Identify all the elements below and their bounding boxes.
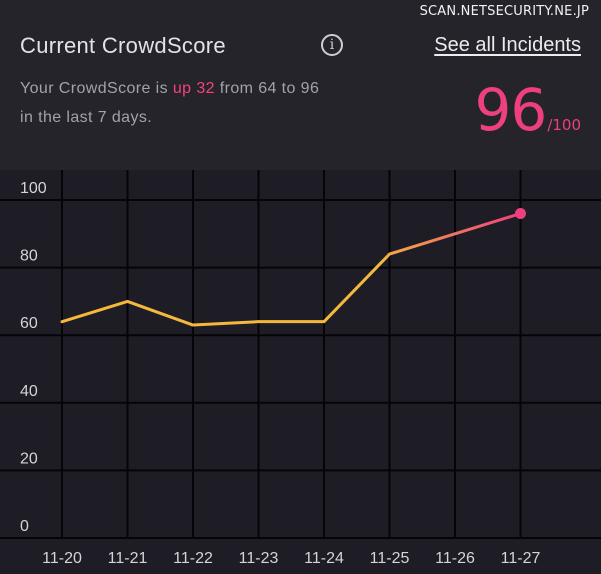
x-tick-label: 11-22: [173, 550, 213, 567]
score-max: /100: [547, 116, 581, 134]
x-tick-label: 11-20: [42, 550, 82, 567]
current-score: 96/100: [475, 78, 582, 142]
x-tick-label: 11-21: [108, 550, 148, 567]
source-watermark: SCAN.NETSECURITY.NE.JP: [419, 4, 589, 19]
score-summary: Your CrowdScore is up 32 from 64 to 96 i…: [20, 74, 390, 132]
see-all-incidents-link[interactable]: See all Incidents: [434, 34, 581, 56]
x-tick-label: 11-26: [435, 550, 475, 567]
info-icon[interactable]: i: [321, 34, 343, 56]
x-tick-label: 11-27: [501, 550, 541, 567]
score-line: [60, 212, 522, 327]
y-tick-label: 20: [20, 450, 38, 467]
widget-title: Current CrowdScore: [20, 33, 226, 58]
x-tick-label: 11-25: [370, 550, 410, 567]
y-tick-label: 100: [20, 180, 47, 197]
x-axis-ticks: 11-20 11-21 11-22 11-23 11-24 11-25 11-26 11-27: [42, 550, 540, 567]
x-tick-label: 11-23: [239, 550, 279, 567]
summary-prefix: Your CrowdScore is: [20, 80, 169, 97]
widget-header: [0, 0, 601, 170]
summary-change: up 32: [172, 80, 215, 97]
y-tick-label: 0: [20, 518, 29, 535]
y-axis-ticks: 0 20 40 60 80 100: [20, 180, 47, 535]
y-tick-label: 40: [20, 383, 38, 400]
y-tick-label: 60: [20, 315, 38, 332]
chart-series: [60, 208, 526, 327]
y-tick-label: 80: [20, 248, 38, 265]
score-value: 96: [474, 76, 548, 144]
x-tick-label: 11-24: [304, 550, 344, 567]
summary-middle: from 64 to 96: [219, 80, 320, 97]
latest-score-point[interactable]: [515, 208, 526, 220]
chart-grid: [0, 170, 601, 539]
summary-suffix: in the last 7 days.: [20, 109, 153, 126]
